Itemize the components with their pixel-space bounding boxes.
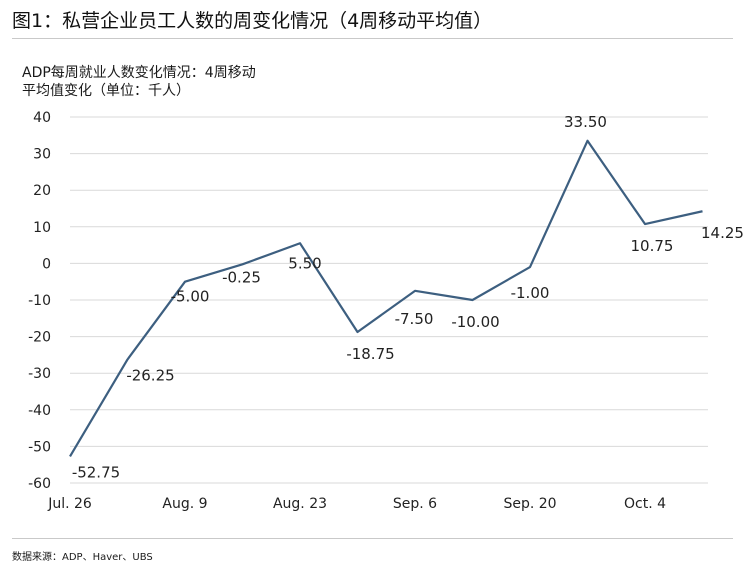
series-line	[69, 139, 703, 458]
x-tick-label: Sep. 6	[393, 496, 437, 512]
data-label: 10.75	[631, 237, 674, 255]
data-label: -18.75	[346, 345, 394, 363]
data-label: -1.00	[511, 284, 550, 302]
data-label: -5.00	[171, 288, 210, 306]
x-tick-label: Jul. 26	[47, 496, 92, 512]
data-label: 14.25	[701, 224, 744, 242]
data-label: -10.00	[451, 313, 499, 331]
series-line-layer	[69, 139, 703, 458]
bottom-divider	[12, 538, 733, 539]
y-tick-label: -60	[28, 476, 51, 492]
data-label: -0.25	[222, 268, 261, 286]
x-tick-label: Aug. 9	[162, 496, 207, 512]
x-tick-label: Sep. 20	[503, 496, 556, 512]
data-labels: -52.75 -26.25 -5.00 -0.25 5.50 -18.75-7.50 -10…	[72, 113, 744, 482]
data-label: -52.75	[72, 463, 120, 481]
gridlines	[70, 116, 708, 484]
figure-title: 图1：私营企业员工人数的周变化情况（4周移动平均值）	[12, 10, 493, 32]
y-tick-label: -10	[28, 293, 51, 309]
y-tick-label: 0	[42, 256, 51, 272]
x-tick-label: Oct. 4	[624, 496, 666, 512]
data-label: -26.25	[126, 366, 174, 384]
chart-title-line-1: ADP每周就业人数变化情况：4周移动	[22, 65, 256, 81]
y-tick-label: -40	[28, 403, 51, 419]
data-label: -7.50	[395, 310, 434, 328]
data-label: 33.50	[564, 113, 607, 131]
y-tick-label: 20	[33, 183, 51, 199]
y-tick-label: 10	[33, 220, 51, 236]
y-tick-label: 40	[33, 110, 51, 126]
y-tick-label: -30	[28, 366, 51, 382]
y-tick-label: -20	[28, 330, 51, 346]
x-axis-tick-labels: Jul. 26 Aug. 9 Aug. 23 Sep. 6 Sep. 20 Oct. 4	[47, 496, 666, 512]
x-tick-label: Aug. 23	[273, 496, 327, 512]
data-label: 5.50	[288, 254, 321, 272]
y-tick-label: -50	[28, 439, 51, 455]
y-tick-label: 30	[33, 147, 51, 163]
chart-title-line-2: 平均值变化（单位：千人）	[22, 83, 190, 99]
top-divider	[12, 38, 733, 39]
source-note: 数据来源：ADP、Haver、UBS	[12, 552, 153, 563]
y-axis-tick-labels: 40 30 20 10 0 -10 -20 -30 -40 -50 -60	[28, 110, 51, 492]
